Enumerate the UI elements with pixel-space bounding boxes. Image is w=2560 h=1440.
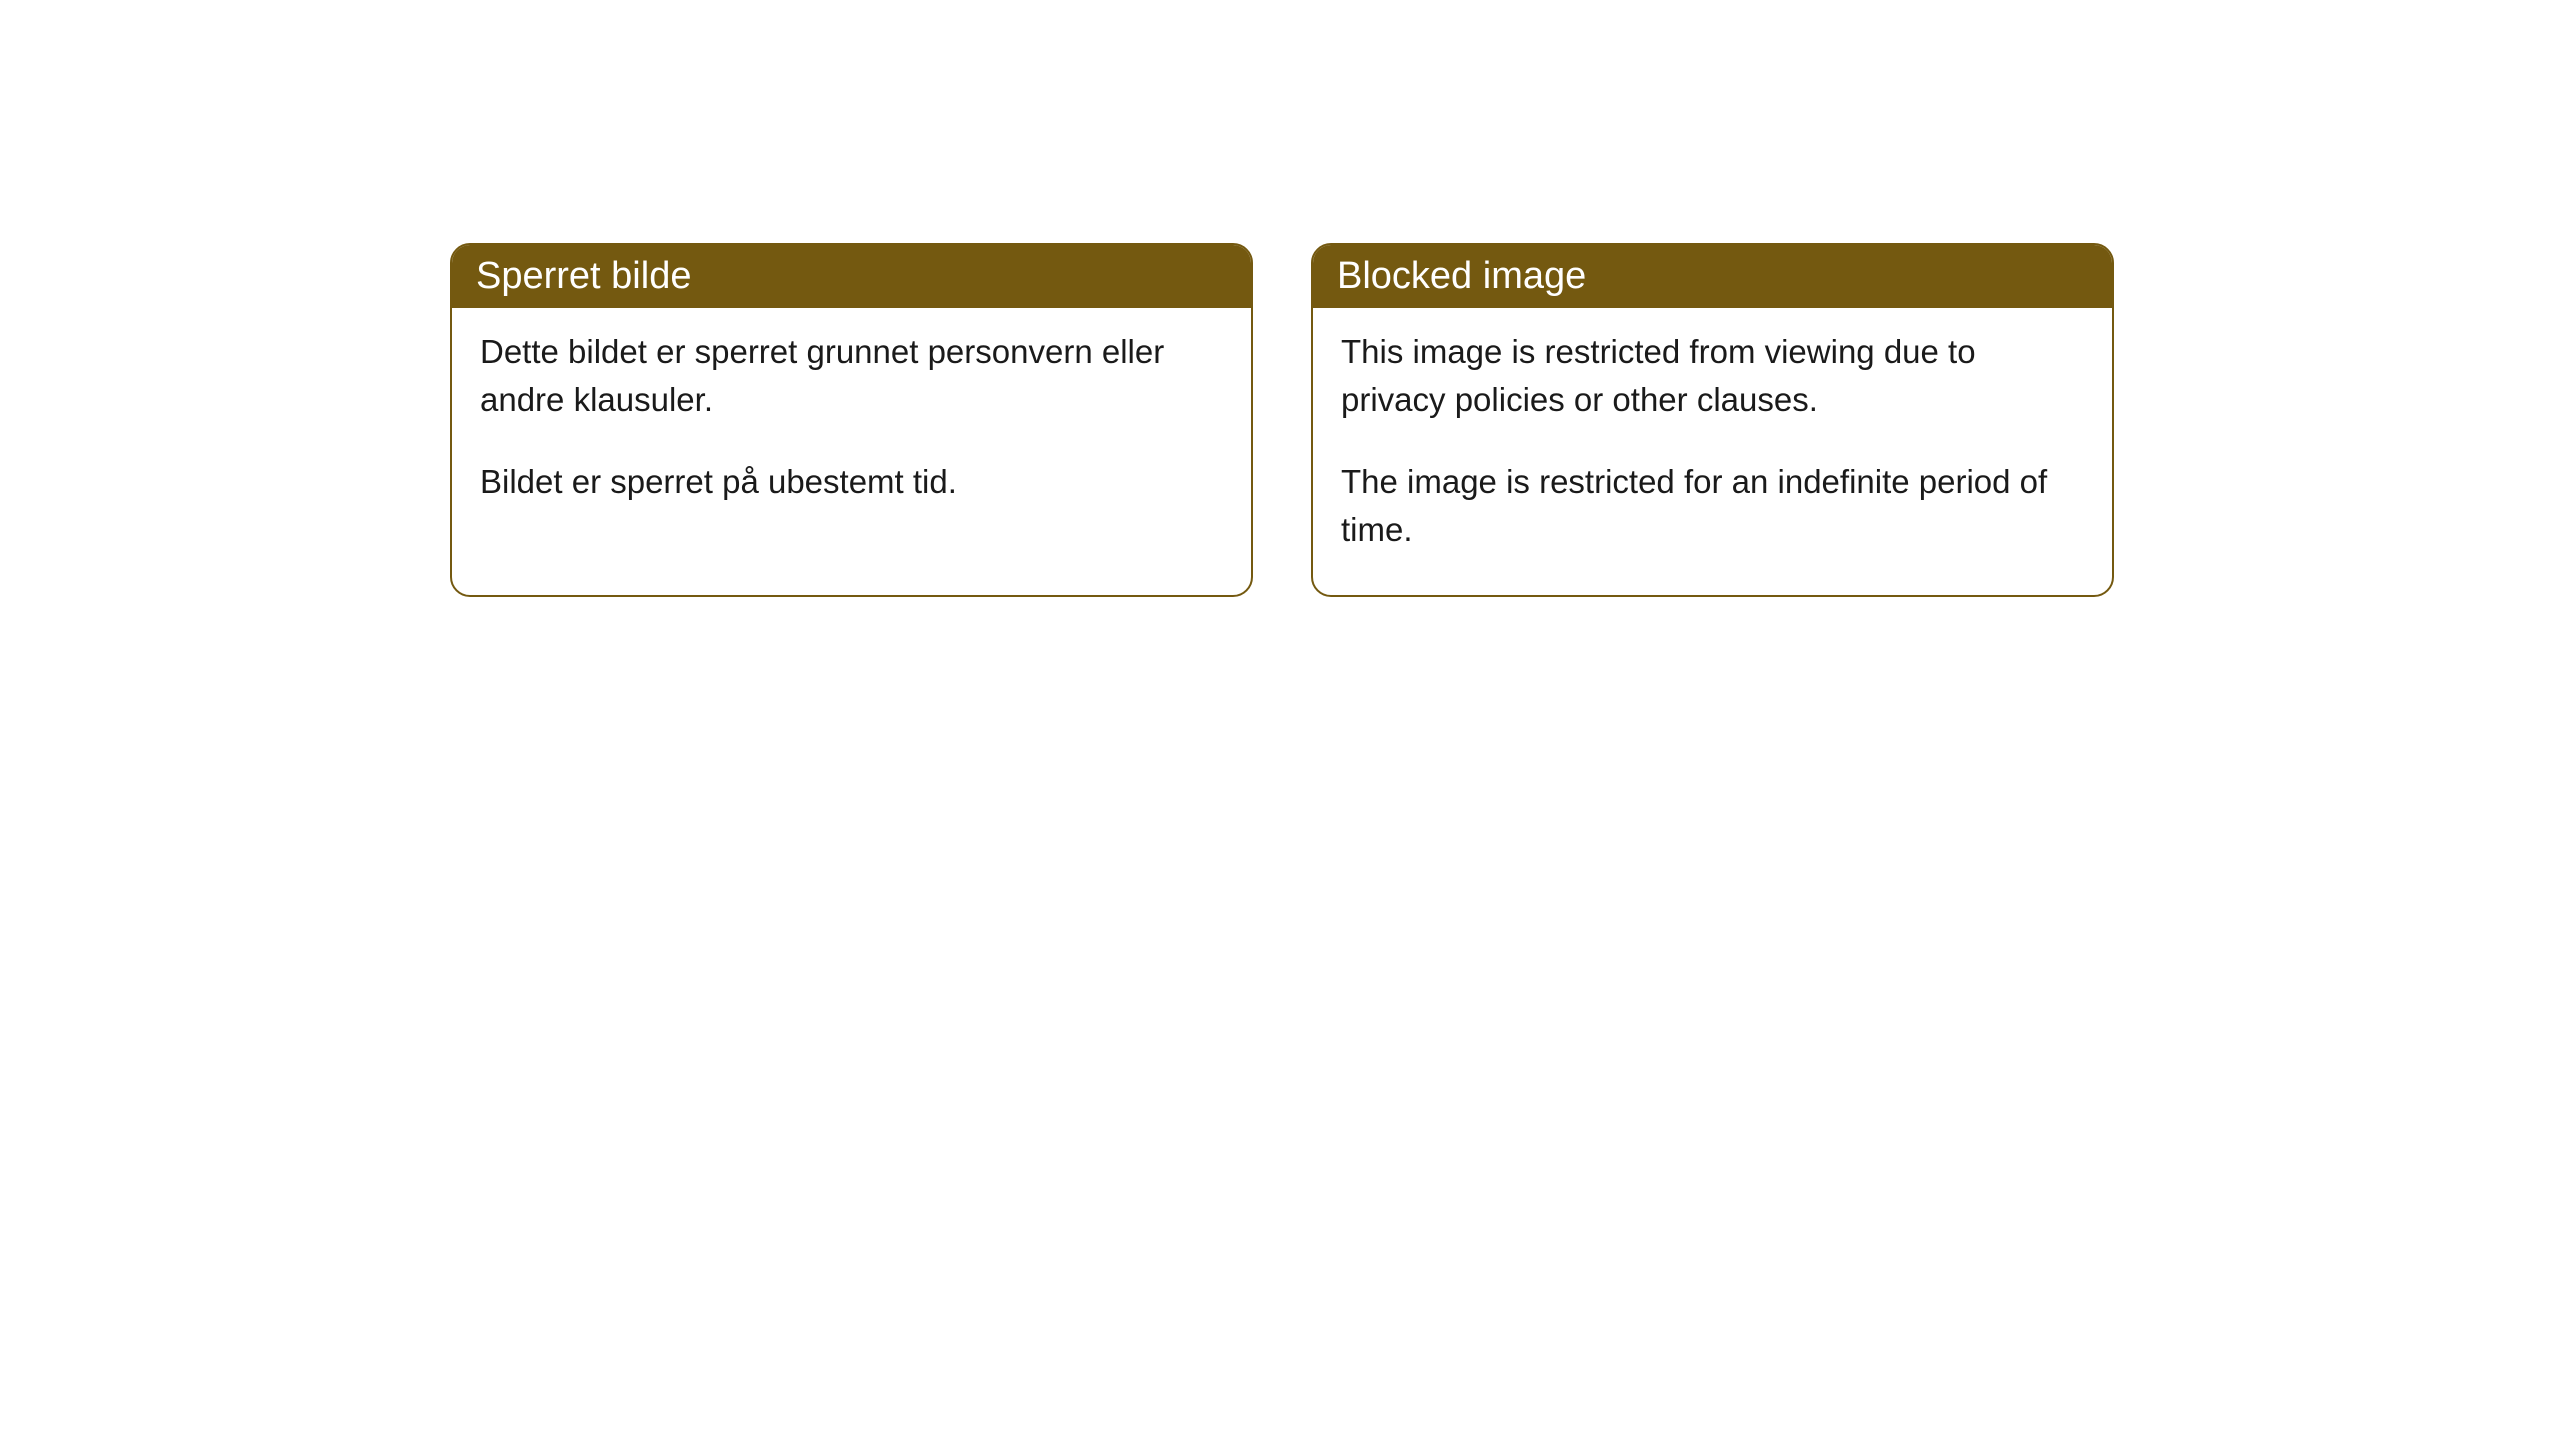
card-paragraph-1-en: This image is restricted from viewing du… — [1341, 328, 2084, 424]
card-header-no: Sperret bilde — [452, 245, 1251, 308]
card-paragraph-2-no: Bildet er sperret på ubestemt tid. — [480, 458, 1223, 506]
card-paragraph-2-en: The image is restricted for an indefinit… — [1341, 458, 2084, 554]
blocked-image-card-no: Sperret bilde Dette bildet er sperret gr… — [450, 243, 1253, 597]
blocked-image-card-en: Blocked image This image is restricted f… — [1311, 243, 2114, 597]
card-body-no: Dette bildet er sperret grunnet personve… — [452, 308, 1251, 548]
card-paragraph-1-no: Dette bildet er sperret grunnet personve… — [480, 328, 1223, 424]
card-body-en: This image is restricted from viewing du… — [1313, 308, 2112, 595]
card-header-en: Blocked image — [1313, 245, 2112, 308]
notice-cards-container: Sperret bilde Dette bildet er sperret gr… — [450, 243, 2114, 597]
